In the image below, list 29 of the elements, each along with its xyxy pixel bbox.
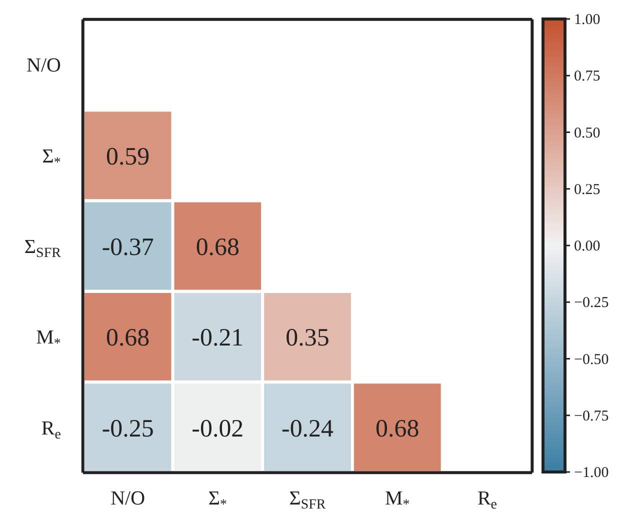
data-label: 0.68: [106, 324, 150, 352]
data-label: -0.37: [102, 234, 154, 262]
data-label: 0.68: [196, 234, 240, 262]
data-label: -0.25: [102, 415, 154, 442]
color-bar-label: −1.00: [574, 465, 609, 481]
color-bar-label: 0.00: [574, 238, 600, 254]
x-tick-label: Σ$_{SFR}$: [289, 488, 326, 512]
data-label: -0.02: [192, 415, 244, 442]
data-label: 0.35: [286, 324, 330, 352]
data-label: -0.21: [192, 324, 244, 352]
x-tick-label: R$_{e}$: [477, 488, 497, 512]
x-tick-label: N/O: [110, 488, 145, 510]
y-tick-label: M$_{*}$: [36, 326, 61, 352]
y-tick-label: N/O: [26, 54, 61, 77]
data-label: 0.68: [376, 415, 420, 442]
x-tick-label: M$_{*}$: [385, 488, 410, 512]
data-label: 0.59: [106, 143, 150, 170]
color-bar-label: 1.00: [574, 12, 600, 28]
y-tick-label: Σ$_{SFR}$: [24, 236, 62, 261]
color-bar-label: 0.75: [574, 68, 600, 85]
color-bar-label: −0.25: [574, 295, 609, 312]
data-label: -0.24: [282, 415, 334, 442]
color-bar-label: 0.50: [574, 125, 600, 142]
color-bar-label: 0.25: [574, 182, 600, 198]
y-tick-label: Σ$_{*}$: [42, 145, 61, 170]
x-tick-label: Σ$_{*}$: [208, 488, 227, 512]
y-tick-label: R$_{e}$: [41, 417, 61, 442]
color-bar-label: −0.50: [574, 352, 609, 368]
color-bar-label: −0.75: [574, 408, 609, 424]
